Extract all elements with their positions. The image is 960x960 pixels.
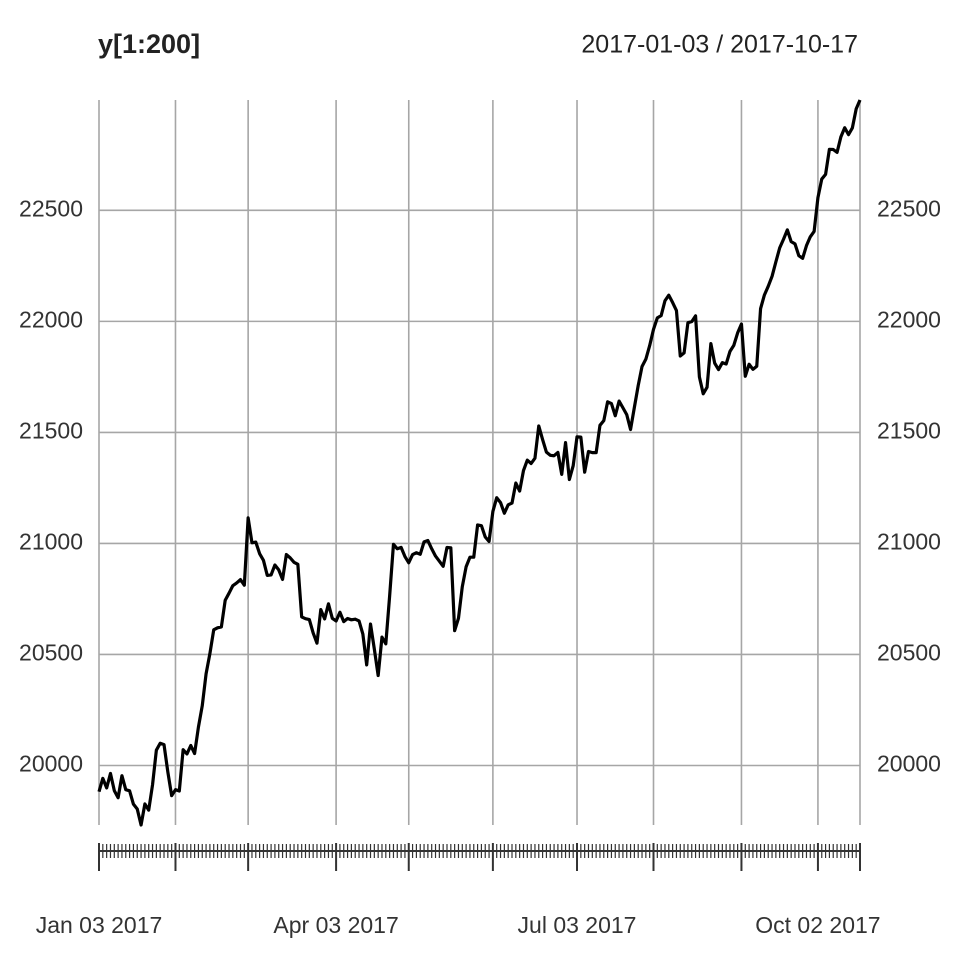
- y2-tick-label: 21000: [877, 529, 941, 555]
- y-tick-label: 21500: [19, 417, 83, 443]
- y-tick-label: 22000: [19, 306, 83, 332]
- y2-tick-label: 22000: [877, 306, 941, 332]
- x-tick-label: Jul 03 2017: [518, 912, 637, 938]
- y-tick-label: 20500: [19, 640, 83, 666]
- x-tick-label: Oct 02 2017: [755, 912, 880, 938]
- x-tick-label: Jan 03 2017: [36, 912, 163, 938]
- y2-tick-label: 20000: [877, 751, 941, 777]
- series-line: [97, 99, 862, 827]
- y2-tick-label: 21500: [877, 417, 941, 443]
- y-tick-label: 22500: [19, 195, 83, 221]
- y2-tick-label: 20500: [877, 640, 941, 666]
- x-tick-label: Apr 03 2017: [273, 912, 398, 938]
- chart-title: y[1:200]: [98, 29, 200, 59]
- chart-subtitle: 2017-01-03 / 2017-10-17: [581, 31, 858, 59]
- y-tick-label: 21000: [19, 529, 83, 555]
- y-tick-label: 20000: [19, 751, 83, 777]
- y2-tick-label: 22500: [877, 195, 941, 221]
